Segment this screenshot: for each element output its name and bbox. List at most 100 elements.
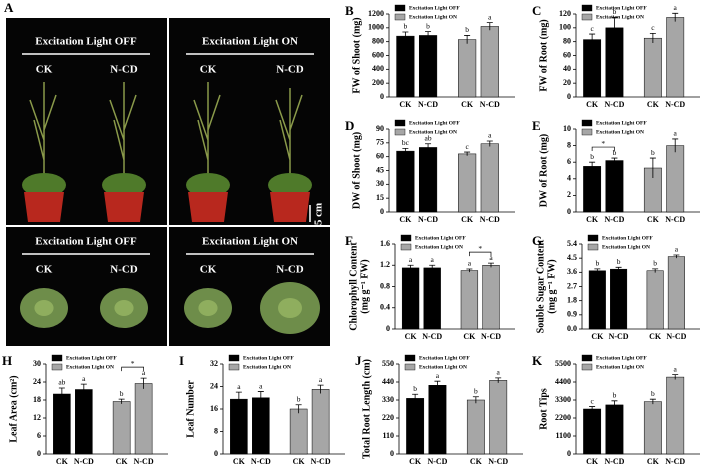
- y-tick-label: 6: [37, 431, 41, 440]
- bar: [230, 398, 248, 455]
- y-tick-label: 1.6: [380, 239, 390, 248]
- y-tick-label: 0: [386, 324, 390, 333]
- legend-swatch: [228, 363, 240, 371]
- panel-label: J: [355, 353, 362, 368]
- legend-swatch: [400, 243, 412, 251]
- bar: [460, 270, 479, 330]
- scale-label: 5 cm: [313, 203, 325, 225]
- significance-letter: a: [142, 368, 146, 377]
- x-tick-label: CK: [116, 457, 129, 466]
- y-tick-label: 0: [567, 207, 571, 216]
- legend-label: Excitation Light OFF: [596, 120, 647, 126]
- error-bar: [611, 400, 618, 409]
- x-tick-label: N-CD: [418, 215, 438, 224]
- y-tick-label: 800: [372, 36, 384, 45]
- bar: [75, 389, 93, 455]
- error-bar: [495, 377, 502, 383]
- error-bar: [235, 391, 242, 407]
- bar: [252, 397, 270, 455]
- photo-label: N-CD: [110, 64, 138, 76]
- y-tick-label: 5500: [555, 359, 571, 368]
- x-tick-label: CK: [399, 215, 412, 224]
- y-tick-label: 90: [376, 124, 384, 133]
- y-tick-label: 2.7: [567, 281, 577, 290]
- bar: [666, 17, 685, 98]
- y-axis-label: Chlorophyll Content: [348, 242, 359, 331]
- chart: H Leaf Area (cm²) 0 6 12 18 24 30 Excitation Lig…: [2, 353, 168, 466]
- bar: [583, 166, 602, 213]
- significance-letter: a: [674, 3, 678, 12]
- bar: [646, 270, 664, 330]
- x-tick-label: N-CD: [665, 215, 685, 224]
- significance-letter: b: [613, 391, 617, 400]
- bar: [466, 399, 485, 455]
- x-tick-label: CK: [409, 457, 422, 466]
- legend-swatch: [394, 13, 406, 21]
- error-bar: [425, 143, 432, 152]
- x-tick-label: N-CD: [665, 457, 685, 466]
- legend-swatch: [394, 119, 406, 127]
- bar: [588, 270, 606, 330]
- x-tick-label: CK: [647, 100, 660, 109]
- significance-letter: a: [82, 374, 86, 383]
- y-tick-label: 0.9: [567, 310, 577, 319]
- significance-bracket: [469, 251, 492, 257]
- x-tick-label: CK: [647, 457, 660, 466]
- bar: [583, 408, 602, 455]
- x-tick-label: N-CD: [418, 100, 438, 109]
- error-bar: [140, 377, 147, 389]
- error-bar: [486, 140, 493, 147]
- significance-star: *: [131, 359, 135, 368]
- panel-label: F: [345, 233, 353, 248]
- legend-swatch: [394, 128, 406, 136]
- legend-label: Excitation Light OFF: [419, 355, 470, 361]
- y-tick-label: 0.8: [380, 281, 390, 290]
- y-tick-label: 110: [382, 431, 394, 440]
- legend-swatch: [394, 4, 406, 12]
- legend-label: Excitation Light OFF: [243, 355, 294, 361]
- panel-label: G: [532, 233, 542, 248]
- y-tick-label: 0.4: [380, 303, 390, 312]
- x-tick-label: CK: [405, 332, 418, 341]
- error-bar: [649, 398, 656, 405]
- bar: [428, 385, 447, 455]
- y-tick-label: 0: [567, 92, 571, 101]
- panel-label: C: [532, 3, 541, 18]
- leaves: [102, 173, 146, 197]
- significance-letter: a: [488, 131, 492, 140]
- pot: [270, 192, 310, 222]
- error-bar: [589, 161, 596, 171]
- legend-label: Excitation Light ON: [415, 244, 463, 250]
- significance-letter: a: [674, 364, 678, 373]
- photo-title: Excitation Light OFF: [35, 236, 137, 248]
- rosette-center: [198, 300, 218, 316]
- y-tick-label: 0.0: [567, 324, 577, 333]
- y-tick-label: 1000: [368, 23, 384, 32]
- y-tick-label: 24: [210, 381, 218, 390]
- error-bar: [672, 138, 679, 153]
- legend-swatch: [581, 128, 593, 136]
- bar: [482, 265, 500, 330]
- chart: K Root Tips 0 1100 2200 3300 4400 5500 Excitatio…: [532, 353, 700, 466]
- bar: [583, 39, 602, 98]
- error-bar: [589, 33, 596, 46]
- y-tick-label: 45: [376, 165, 384, 174]
- significance-letter: a: [675, 245, 679, 254]
- error-bar: [611, 157, 618, 164]
- x-tick-label: CK: [586, 215, 599, 224]
- y-tick-label: 30: [376, 179, 384, 188]
- chart: BFW of Shoot (mg) 0 200 400 600 800 1000 1200 Ex…: [345, 3, 515, 109]
- y-tick-label: 10: [563, 124, 571, 133]
- x-tick-label: CK: [586, 457, 599, 466]
- photo-label: CK: [36, 264, 53, 276]
- chart: CFW of Root (mg) 0 20 40 60 80 100 120 Excitatio…: [532, 3, 700, 109]
- y-tick-label: 1100: [555, 431, 571, 440]
- y-tick-label: 18: [33, 395, 41, 404]
- error-bar: [466, 268, 473, 273]
- x-tick-label: CK: [470, 457, 483, 466]
- x-tick-label: CK: [461, 215, 474, 224]
- rosette-center: [34, 300, 54, 316]
- significance-letter: b: [653, 259, 657, 268]
- y-tick-label: 4.5: [567, 253, 577, 262]
